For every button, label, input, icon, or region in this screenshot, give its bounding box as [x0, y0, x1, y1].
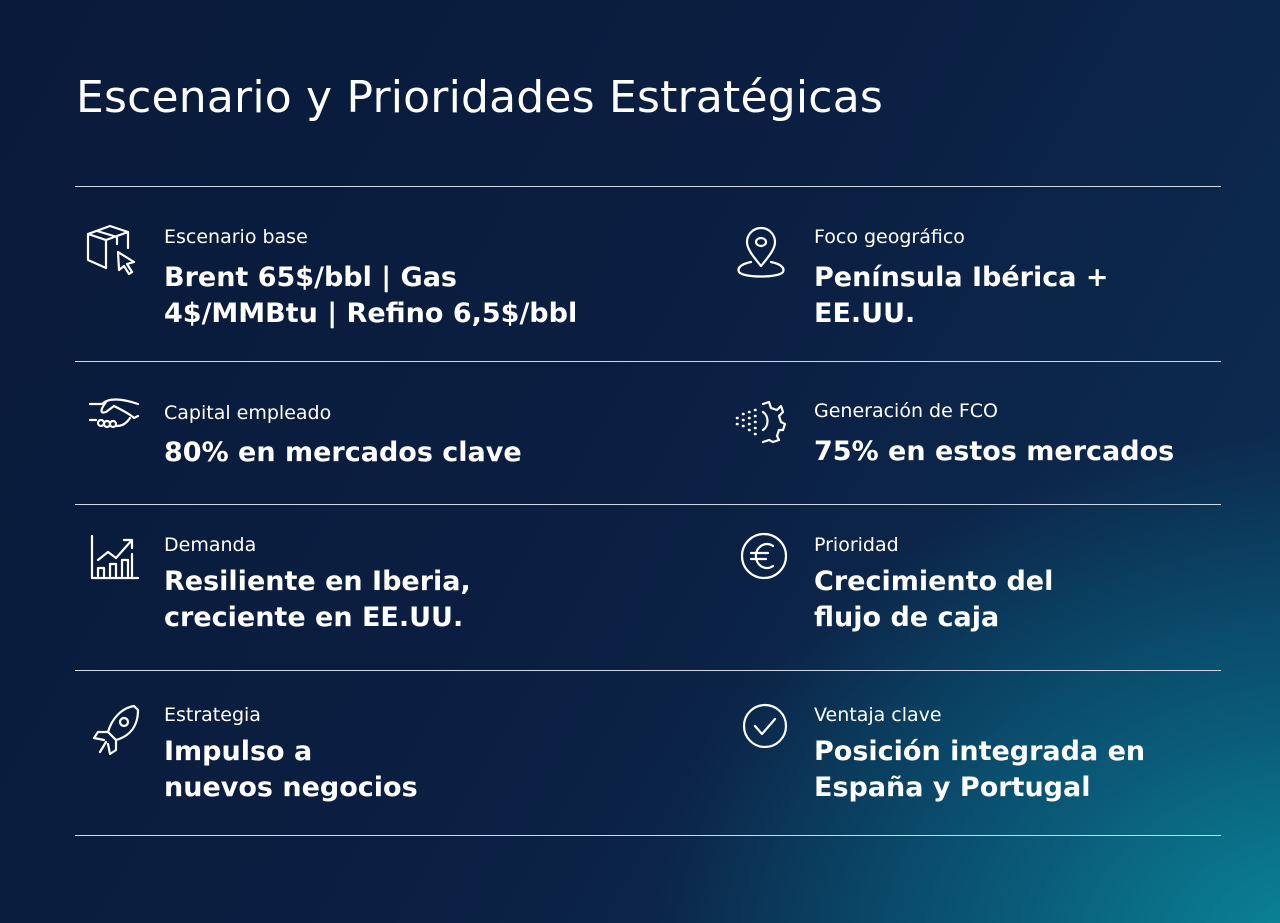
- item-value: Impulso a nuevos negocios: [164, 736, 418, 803]
- page-title: Escenario y Prioridades Estratégicas: [76, 72, 883, 123]
- item-label: Capital empleado: [164, 402, 332, 424]
- item-label: Generación de FCO: [814, 400, 998, 422]
- item-label: Foco geográfico: [814, 226, 965, 248]
- euro-icon: [738, 530, 794, 586]
- item-label: Escenario base: [164, 226, 308, 248]
- item-label: Estrategia: [164, 704, 261, 726]
- divider: [75, 504, 1221, 505]
- item-value: 75% en estos mercados: [814, 436, 1175, 467]
- item-label: Prioridad: [814, 534, 899, 556]
- location-pin-icon: [733, 226, 789, 282]
- box-cursor-icon: [84, 222, 140, 278]
- item-value: Península Ibérica + EE.UU.: [814, 262, 1109, 329]
- item-label: Demanda: [164, 534, 257, 556]
- gear-particles-icon: [733, 396, 789, 452]
- item-value: Posición integrada en España y Portugal: [814, 736, 1146, 803]
- item-value: Resiliente en Iberia, creciente en EE.UU…: [164, 566, 471, 633]
- divider: [75, 670, 1221, 671]
- growth-chart-icon: [88, 532, 144, 588]
- item-value: Brent 65$/bbl | Gas 4$/MMBtu | Refino 6,…: [164, 262, 578, 329]
- rocket-icon: [92, 704, 148, 760]
- divider: [75, 186, 1221, 187]
- item-value: Crecimiento del flujo de caja: [814, 566, 1054, 633]
- item-label: Ventaja clave: [814, 704, 942, 726]
- handshake-icon: [86, 394, 142, 450]
- divider: [75, 835, 1221, 836]
- divider: [75, 361, 1221, 362]
- item-value: 80% en mercados clave: [164, 437, 522, 468]
- check-circle-icon: [740, 702, 796, 758]
